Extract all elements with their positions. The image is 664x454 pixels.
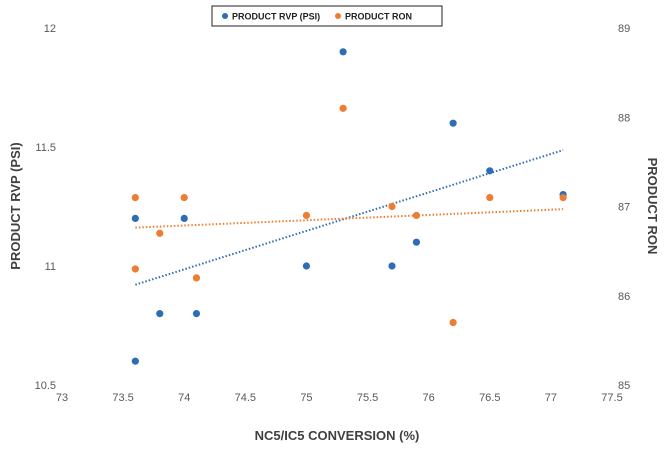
- x-tick-label: 77.5: [601, 392, 622, 404]
- x-tick-label: 77: [545, 392, 557, 404]
- data-point-rvp: [131, 214, 139, 222]
- data-point-rvp: [339, 48, 347, 56]
- y-tick-label: 11.5: [35, 142, 56, 154]
- data-point-rvp: [156, 310, 164, 318]
- y-tick-label: 12: [44, 23, 56, 35]
- x-tick-label: 75: [300, 392, 312, 404]
- data-point-rvp: [486, 167, 494, 175]
- y2-tick-label: 86: [618, 291, 630, 303]
- x-tick-label: 76: [423, 392, 435, 404]
- x-tick-label: 76.5: [479, 392, 500, 404]
- legend-label-rvp: PRODUCT RVP (PSI): [232, 12, 320, 22]
- data-point-ron: [302, 211, 311, 220]
- y2-tick-label: 85: [618, 380, 630, 392]
- legend-marker-rvp: [222, 13, 228, 19]
- y-tick-label: 11: [45, 261, 56, 273]
- data-point-rvp: [302, 262, 311, 270]
- data-point-rvp: [131, 357, 139, 365]
- y2-axis-label: PRODUCT RON: [645, 158, 660, 255]
- data-point-rvp: [192, 310, 201, 318]
- y2-tick-label: 87: [618, 202, 630, 214]
- legend-box: [211, 5, 443, 27]
- data-point-rvp: [388, 262, 396, 270]
- trendline-ron: [135, 208, 564, 229]
- data-point-ron: [192, 274, 201, 282]
- data-point-rvp: [412, 238, 421, 246]
- y2-tick-label: 88: [618, 112, 630, 124]
- y2-tick-label: 89: [618, 23, 630, 35]
- x-axis-label: NC5/IC5 CONVERSION (%): [255, 428, 420, 443]
- data-point-ron: [131, 265, 139, 273]
- x-tick-label: 74: [178, 392, 190, 404]
- legend-marker-ron: [335, 13, 341, 19]
- x-tick-label: 73.5: [112, 392, 133, 404]
- data-point-ron: [339, 104, 347, 112]
- x-tick-label: 75.5: [357, 392, 378, 404]
- legend-label-ron: PRODUCT RON: [345, 12, 412, 22]
- y-tick-label: 10.5: [35, 380, 56, 392]
- data-point-ron: [559, 193, 567, 202]
- data-point-ron: [131, 193, 139, 202]
- data-point-rvp: [449, 119, 457, 127]
- x-tick-label: 74.5: [235, 392, 256, 404]
- data-point-ron: [449, 318, 457, 327]
- data-point-ron: [388, 202, 396, 211]
- x-tick-label: 73: [56, 392, 68, 404]
- data-point-ron: [412, 211, 421, 220]
- legend: PRODUCT RVP (PSI) PRODUCT RON: [211, 5, 443, 27]
- data-point-ron: [180, 193, 188, 202]
- y-axis-label: PRODUCT RVP (PSI): [8, 142, 23, 269]
- data-point-ron: [156, 229, 164, 237]
- data-point-rvp: [180, 214, 188, 222]
- data-point-ron: [486, 193, 494, 202]
